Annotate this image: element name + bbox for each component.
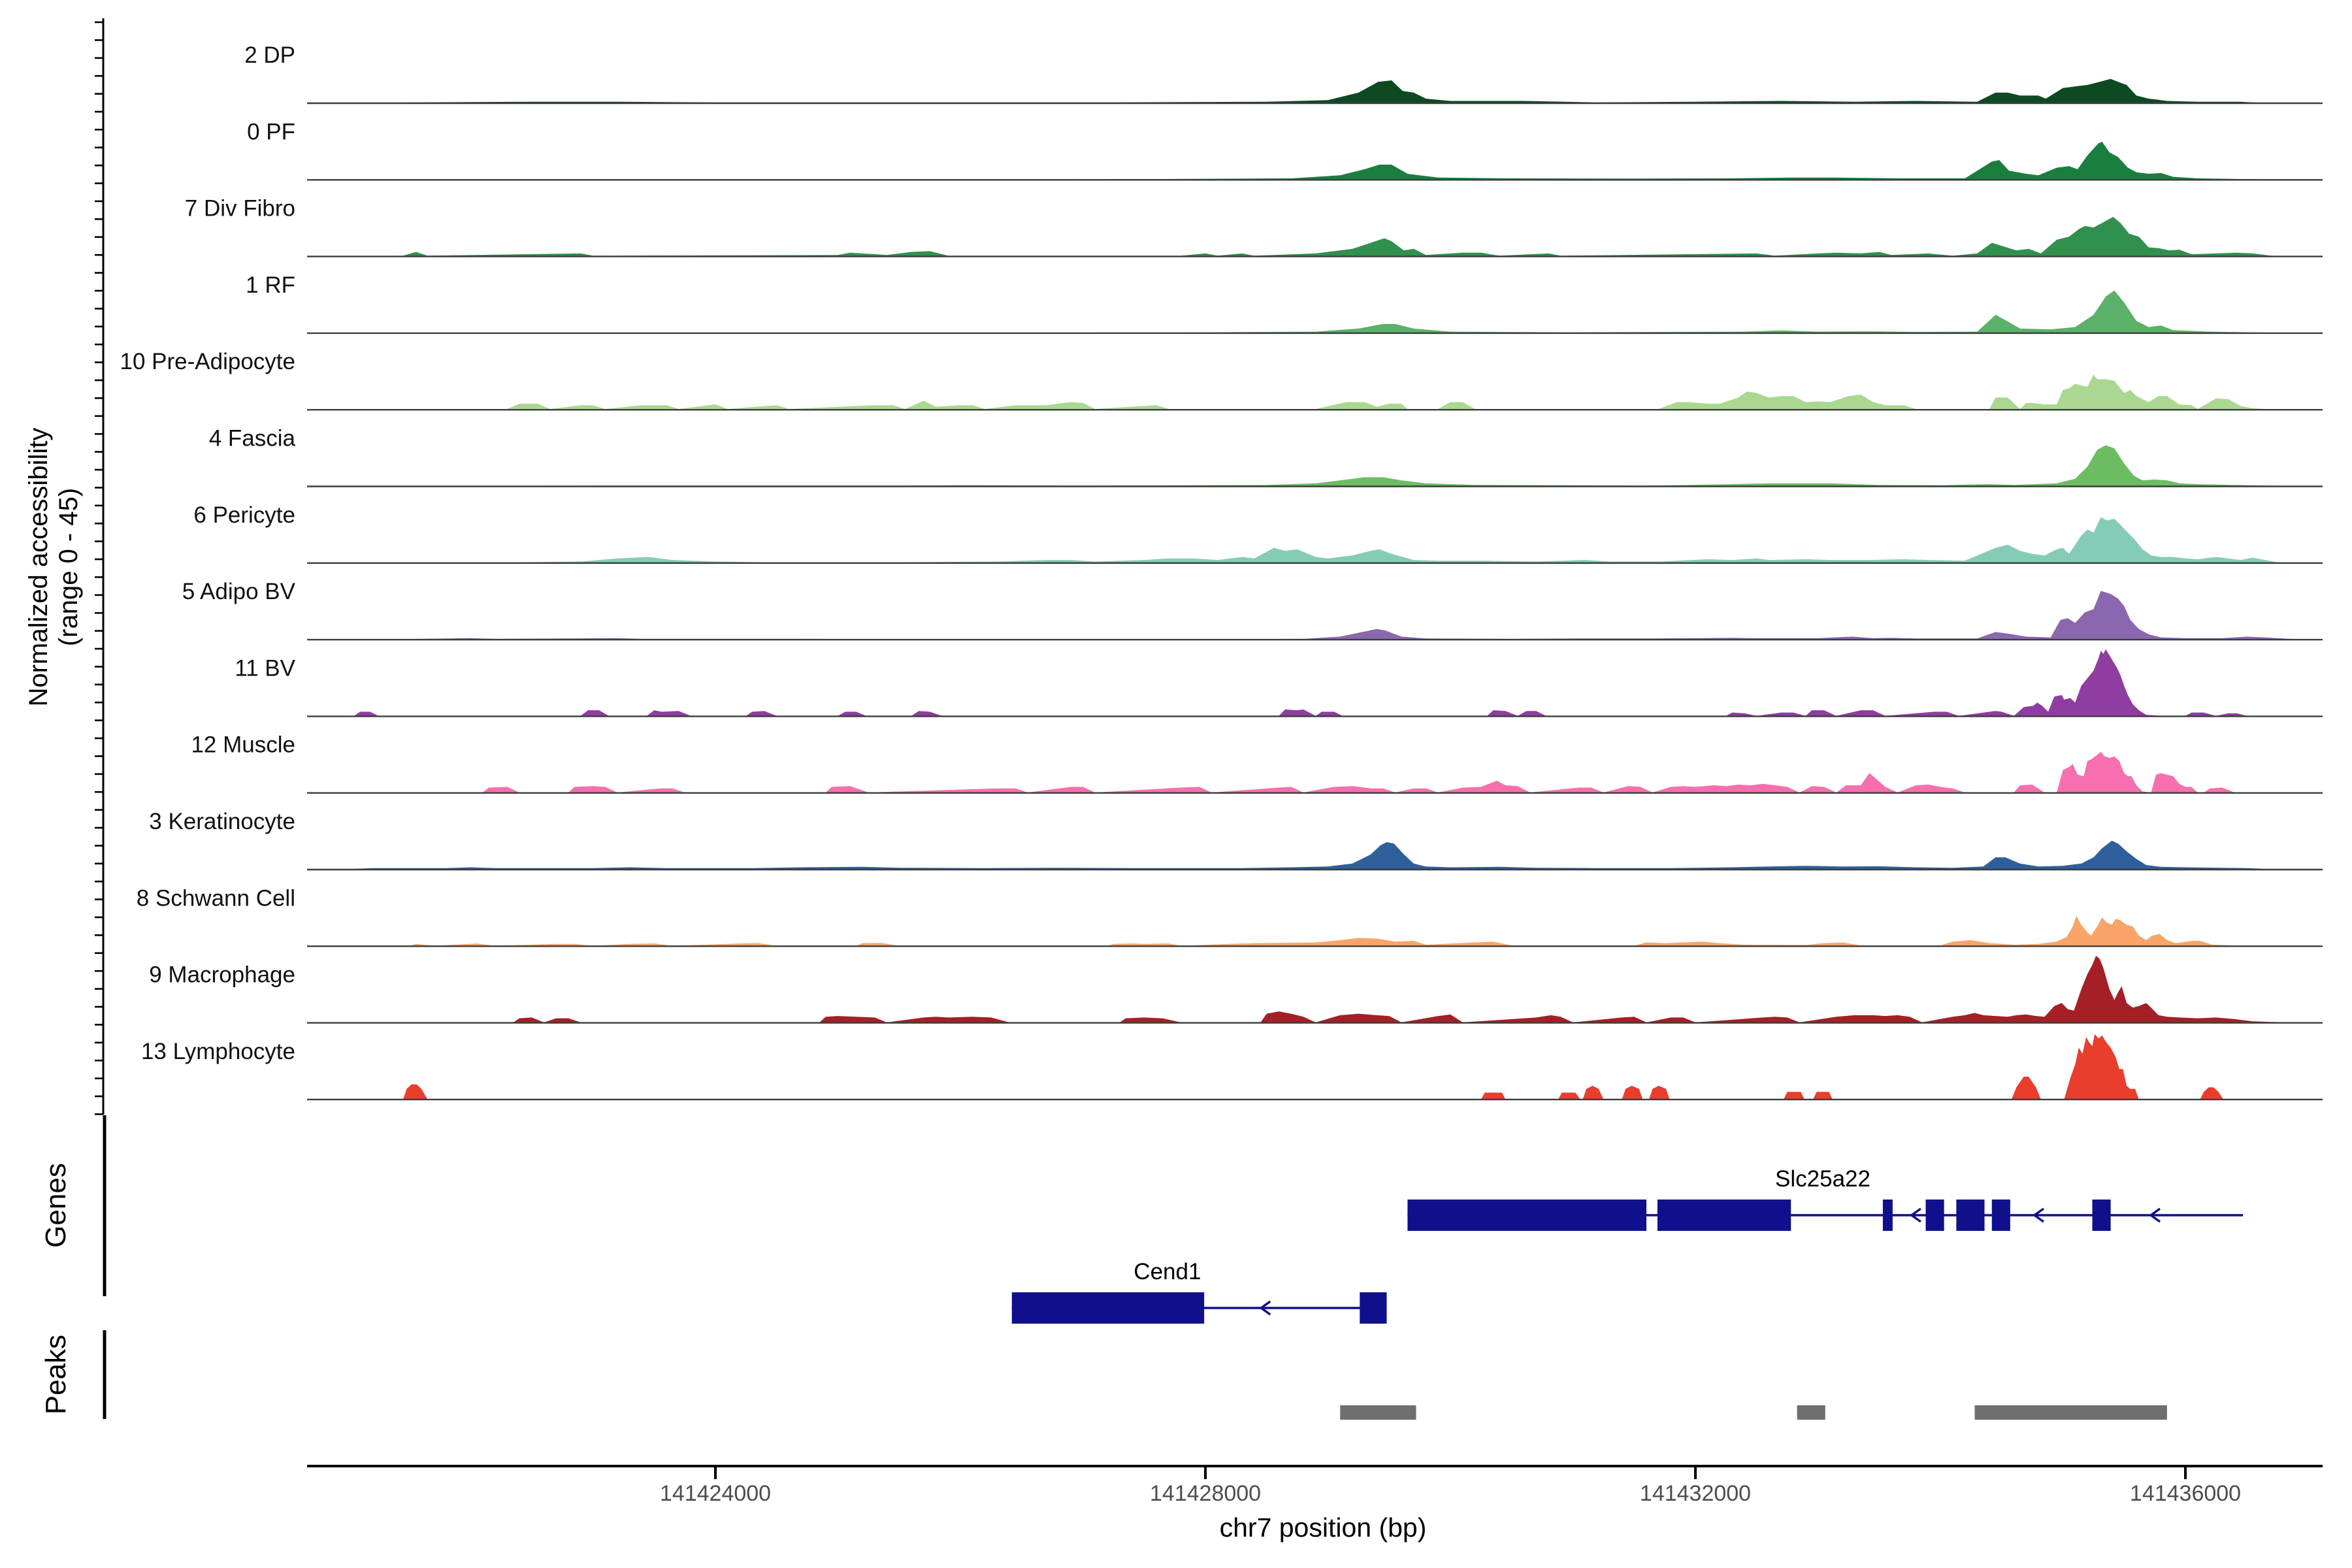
track-label-7-div-fibro: 7 Div Fibro [185,196,295,221]
track-area-11-bv [307,649,2327,717]
gene-models: Slc25a22 Cend1 [1011,1166,2244,1324]
track-area-7-div-fibro [307,216,2327,257]
gene-exon [1407,1200,1646,1231]
track-area-13-lymphocyte [307,1034,2327,1100]
x-axis-tick-label: 141428000 [1150,1481,1261,1506]
track-area-2-dp [311,78,2327,103]
track-label-10-pre-adipocyte: 10 Pre-Adipocyte [120,349,295,374]
track-area-10-pre-adipocyte [307,374,2327,410]
peak-bar [1340,1405,1416,1420]
track-area-6-pericyte [307,517,2327,563]
track-label-6-pericyte: 6 Pericyte [193,502,295,528]
track-label-4-fascia: 4 Fascia [209,426,296,451]
track-label-8-schwann-cell: 8 Schwann Cell [137,885,295,911]
x-axis-tick-label: 141432000 [1640,1481,1751,1506]
gene-exon [1360,1292,1387,1324]
accessibility-axis-ruler [95,18,105,1115]
gene-strand-arrow [1259,1300,1271,1316]
track-label-9-macrophage: 9 Macrophage [149,962,295,988]
track-area-4-fascia [307,445,2327,487]
gene-name-label: Slc25a22 [1775,1166,1870,1192]
track-label-0-pf: 0 PF [247,119,295,144]
gene-strand-arrow [2149,1207,2161,1223]
y-axis-label-line1: Normalized accessibility [24,428,53,707]
gene-exon [1991,1200,2010,1231]
track-label-1-rf: 1 RF [246,272,295,298]
gene-strand-arrow [1909,1207,1921,1223]
genes-section-label: Genes [40,1163,72,1248]
gene-slc25a22: Slc25a22 [1407,1166,2244,1231]
track-area-1-rf [307,290,2327,333]
track-area-5-adipo-bv [307,591,2327,640]
track-label-5-adipo-bv: 5 Adipo BV [182,579,296,604]
track-area-9-macrophage [307,955,2327,1023]
track-area-8-schwann-cell [307,915,2327,947]
track-area-3-keratinocyte [307,840,2327,870]
gene-exon [1882,1200,1893,1231]
track-label-3-keratinocyte: 3 Keratinocyte [149,809,295,834]
x-axis-tick-label: 141436000 [2130,1481,2241,1506]
track-area-12-muscle [307,751,2327,793]
coverage-tracks: 2 DP 0 PF 7 Div Fibro 1 RF 10 Pre-Adipocyte 4… [120,42,2327,1101]
track-label-13-lymphocyte: 13 Lymphocyte [141,1039,295,1064]
gene-exon [1011,1292,1205,1324]
gene-exon [1956,1200,1985,1231]
x-axis-tick-label: 141424000 [660,1481,771,1506]
gene-name-label: Cend1 [1134,1259,1201,1284]
peaks-section-label: Peaks [40,1335,72,1414]
gene-cend1: Cend1 [1011,1259,1387,1324]
track-label-2-dp: 2 DP [244,42,295,68]
track-label-11-bv: 11 BV [235,655,295,681]
track-label-12-muscle: 12 Muscle [191,732,295,758]
x-axis: 141424000 141428000 141432000 141436000 [307,1465,2323,1506]
y-axis-label-line2: (range 0 - 45) [54,488,83,646]
peak-bar [1974,1405,2167,1420]
x-axis-title: chr7 position (bp) [1220,1512,1427,1543]
peak-bars [1340,1405,2167,1420]
gene-exon [1657,1200,1791,1231]
gene-exon [2092,1200,2111,1231]
gene-exon [1925,1200,1944,1231]
peak-bar [1797,1405,1825,1420]
gene-strand-arrow [2032,1207,2044,1223]
track-area-0-pf [311,142,2327,180]
